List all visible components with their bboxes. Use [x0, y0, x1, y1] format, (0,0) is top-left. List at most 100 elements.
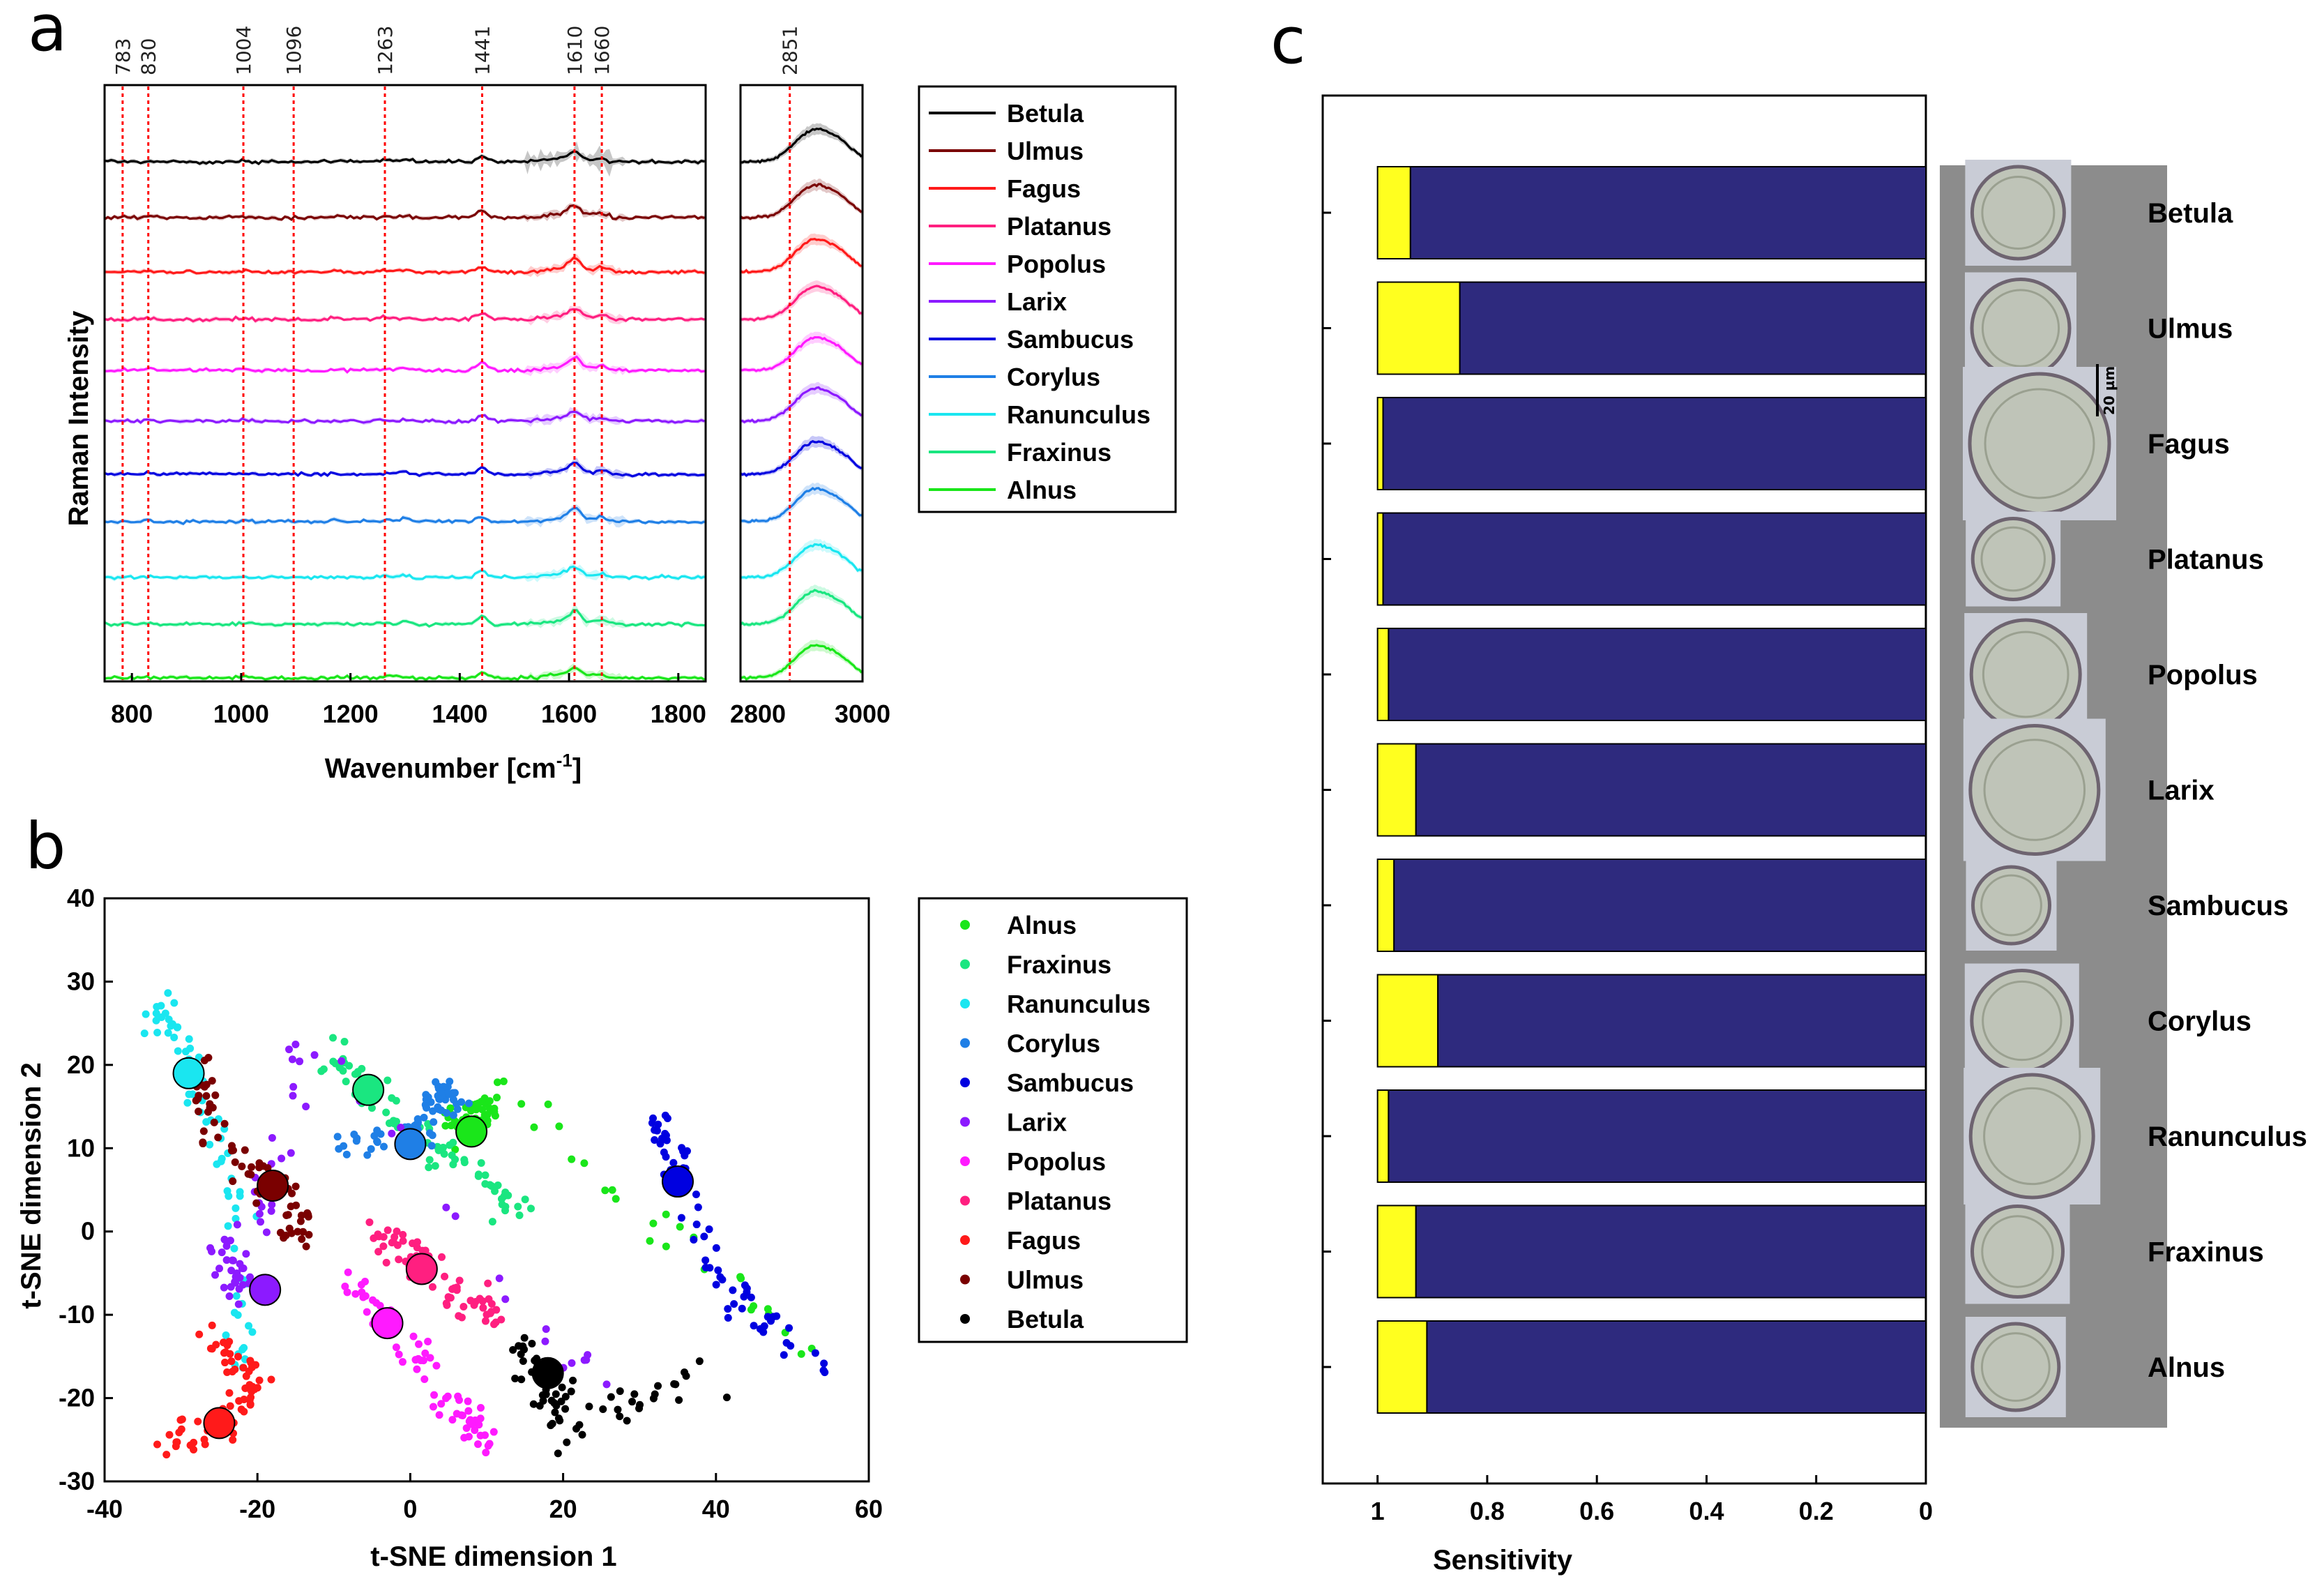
bar-sensitivity-sambucus [1393, 859, 1927, 952]
point-popolus [363, 1308, 371, 1316]
point-corylus [373, 1138, 381, 1147]
point-platanus [421, 1246, 430, 1255]
point-popolus [344, 1268, 352, 1276]
point-ranunculus [231, 1214, 240, 1223]
point-fraxinus [358, 1064, 366, 1073]
b-ytick-label: 20 [67, 1050, 95, 1079]
point-popolus [464, 1397, 472, 1405]
bar-remainder-corylus [1376, 974, 1439, 1068]
panel-b-ticks: -40 -20 0 20 40 60 40 30 20 10 0 -10 -20 -30 [59, 884, 883, 1523]
c-xtick-label: 0.2 [1799, 1497, 1834, 1525]
b-legend-label-fraxinus: Fraxinus [1007, 951, 1111, 979]
b-xtick-label: 0 [403, 1495, 417, 1523]
point-fagus [221, 1348, 229, 1357]
point-larix [218, 1248, 226, 1257]
point-corylus [424, 1093, 432, 1101]
point-larix [211, 1271, 220, 1279]
point-popolus [361, 1277, 370, 1285]
genus-label-alnus: Alnus [2148, 1352, 2225, 1383]
point-larix [568, 1359, 576, 1367]
point-corylus [367, 1145, 375, 1153]
ch-line-alnus [740, 644, 863, 681]
point-sambucus [750, 1322, 758, 1330]
point-ranunculus [185, 1090, 193, 1098]
point-fraxinus [504, 1191, 512, 1200]
point-alnus [493, 1094, 501, 1102]
panel-c-ticks: 1 0.8 0.6 0.4 0.2 0 [1323, 211, 1933, 1525]
point-fraxinus [501, 1202, 510, 1211]
point-alnus [490, 1108, 499, 1116]
point-alnus [451, 1145, 460, 1154]
point-betula [561, 1405, 570, 1413]
peak-label-1441: 1441 [471, 26, 494, 75]
point-fagus [255, 1376, 264, 1384]
point-sambucus [692, 1221, 701, 1229]
point-fagus [190, 1445, 198, 1453]
ch-band-sambucus [741, 435, 862, 478]
point-corylus [342, 1150, 351, 1158]
point-betula [517, 1375, 526, 1384]
point-larix [451, 1212, 460, 1221]
centroid-popolus [371, 1307, 404, 1340]
point-alnus [747, 1306, 755, 1314]
point-platanus [450, 1284, 459, 1292]
bar-sensitivity-platanus [1382, 512, 1927, 606]
point-fraxinus [514, 1202, 522, 1211]
genus-label-ranunculus: Ranunculus [2148, 1121, 2307, 1152]
point-corylus [350, 1130, 358, 1138]
point-ulmus [220, 1119, 229, 1128]
point-betula [654, 1382, 662, 1390]
point-sambucus [701, 1256, 710, 1264]
panel-c-xlabel: Sensitivity [1433, 1545, 1573, 1576]
ch-line-corylus [740, 486, 862, 524]
point-popolus [462, 1424, 471, 1433]
point-corylus [464, 1099, 473, 1108]
point-betula [695, 1357, 704, 1366]
point-popolus [458, 1412, 466, 1420]
b-legend-label-ranunculus: Ranunculus [1007, 990, 1150, 1018]
point-larix [233, 1221, 241, 1229]
point-corylus [437, 1087, 446, 1096]
point-sambucus [819, 1366, 828, 1375]
centroid-alnus [455, 1115, 488, 1148]
point-betula [628, 1398, 637, 1406]
point-alnus [447, 1121, 455, 1130]
point-larix [310, 1051, 319, 1059]
pollen-grain-inner-fraxinus [1981, 1215, 2054, 1288]
point-fraxinus [340, 1038, 349, 1046]
a-legend-label-ulmus: Ulmus [1007, 137, 1084, 165]
ch-band-alnus [741, 639, 862, 681]
point-alnus [764, 1305, 772, 1313]
point-betula [551, 1408, 559, 1417]
peak-label-1263: 1263 [374, 26, 397, 75]
panel-b-xlabel: t-SNE dimension 1 [370, 1541, 616, 1572]
point-ulmus [214, 1133, 222, 1142]
bar-remainder-popolus [1376, 628, 1390, 721]
b-xtick-label: 60 [855, 1495, 883, 1523]
b-legend-marker-ulmus [960, 1274, 970, 1285]
point-ulmus [296, 1217, 305, 1225]
point-betula [599, 1405, 607, 1413]
point-larix [287, 1149, 295, 1157]
pollen-grain-inner-larix [1983, 739, 2086, 841]
ch-band-fraxinus [741, 584, 862, 627]
spectrum-band-alnus [105, 663, 705, 684]
pollen-grain-inner-fagus [1984, 388, 2095, 499]
point-alnus [544, 1100, 552, 1108]
point-fraxinus [439, 1143, 448, 1151]
bar-remainder-ranunculus [1376, 1089, 1390, 1183]
point-betula [536, 1402, 544, 1410]
point-ranunculus [230, 1308, 238, 1317]
panel-letter-b: b [25, 809, 66, 884]
point-sambucus [669, 1158, 678, 1167]
point-corylus [427, 1142, 436, 1150]
point-popolus [429, 1403, 437, 1411]
point-betula [509, 1345, 517, 1354]
point-fagus [200, 1435, 208, 1444]
bar-sensitivity-popolus [1388, 628, 1927, 721]
point-fagus [195, 1330, 204, 1338]
point-popolus [476, 1404, 485, 1412]
point-sambucus [785, 1324, 793, 1332]
spectrum-line-platanus [104, 308, 705, 323]
